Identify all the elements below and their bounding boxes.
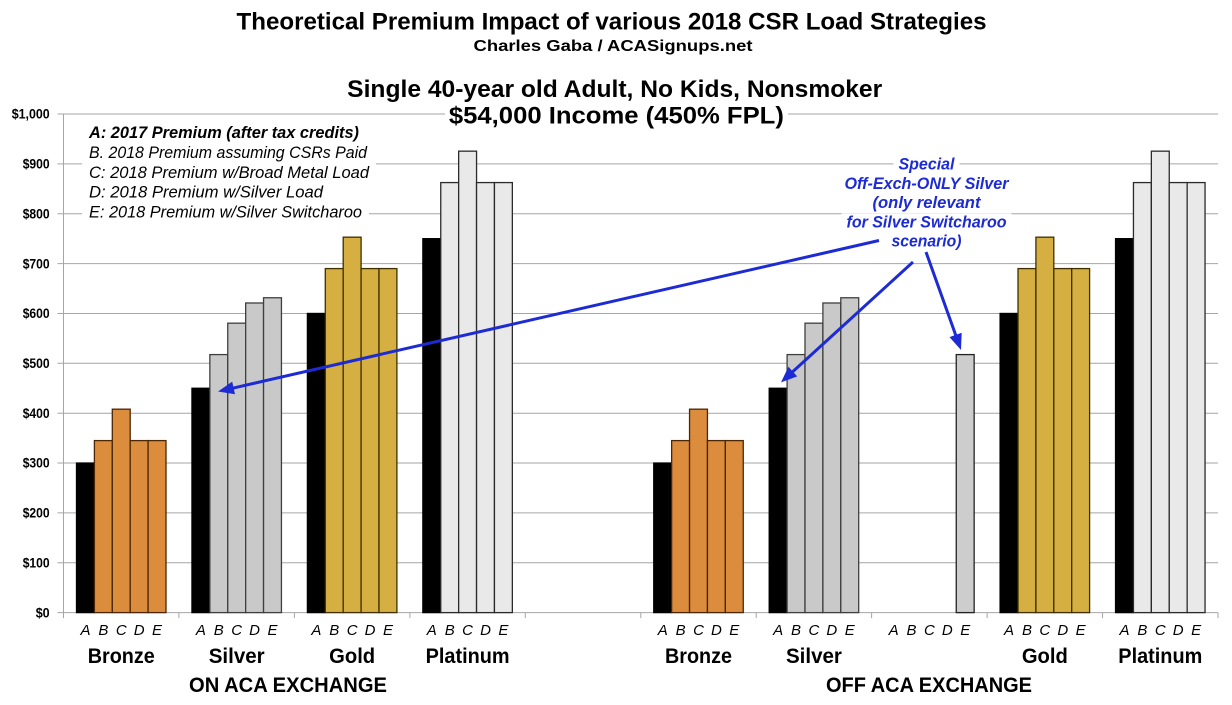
svg-text:E: E xyxy=(1076,622,1087,639)
svg-text:C: C xyxy=(1155,622,1166,639)
svg-text:$500: $500 xyxy=(23,356,50,371)
svg-text:B: B xyxy=(214,622,224,639)
svg-text:Off-Exch-ONLY Silver: Off-Exch-ONLY Silver xyxy=(845,175,1011,193)
svg-text:B. 2018 Premium assuming CSRs: B. 2018 Premium assuming CSRs Paid xyxy=(89,144,368,162)
svg-text:Single 40-year old Adult, No K: Single 40-year old Adult, No Kids, Nonsm… xyxy=(347,76,882,103)
svg-text:D: D xyxy=(826,622,837,639)
svg-text:D: D xyxy=(365,622,376,639)
svg-text:C: 2018 Premium w/Broad Metal: C: 2018 Premium w/Broad Metal Load xyxy=(89,164,370,182)
svg-text:D: D xyxy=(480,622,491,639)
svg-text:A: 2017 Premium (after tax cre: A: 2017 Premium (after tax credits) xyxy=(88,124,359,142)
svg-text:D: D xyxy=(249,622,260,639)
svg-text:Platinum: Platinum xyxy=(1118,645,1202,668)
svg-text:B: B xyxy=(676,622,686,639)
svg-text:$800: $800 xyxy=(23,206,50,221)
svg-text:B: B xyxy=(445,622,455,639)
svg-text:scenario): scenario) xyxy=(892,233,962,251)
svg-text:D: D xyxy=(134,622,145,639)
svg-text:A: A xyxy=(426,622,437,639)
svg-text:Bronze: Bronze xyxy=(88,645,155,668)
svg-text:C: C xyxy=(231,622,242,639)
svg-text:(only relevant: (only relevant xyxy=(873,194,983,212)
svg-text:D: D xyxy=(1173,622,1184,639)
svg-text:C: C xyxy=(924,622,935,639)
svg-text:$100: $100 xyxy=(23,555,50,570)
svg-text:$400: $400 xyxy=(23,406,50,421)
svg-text:A: A xyxy=(1003,622,1014,639)
svg-text:Silver: Silver xyxy=(786,645,842,668)
svg-text:for Silver Switcharoo: for Silver Switcharoo xyxy=(847,213,1007,231)
svg-text:C: C xyxy=(462,622,473,639)
svg-text:A: A xyxy=(888,622,899,639)
svg-text:E: E xyxy=(845,622,856,639)
svg-text:A: A xyxy=(310,622,321,639)
svg-text:C: C xyxy=(116,622,127,639)
svg-text:$700: $700 xyxy=(23,256,50,271)
svg-text:D: D xyxy=(942,622,953,639)
svg-text:A: A xyxy=(772,622,783,639)
svg-text:OFF ACA EXCHANGE: OFF ACA EXCHANGE xyxy=(826,674,1032,697)
svg-text:A: A xyxy=(1118,622,1129,639)
svg-text:Gold: Gold xyxy=(1022,645,1068,668)
svg-text:A: A xyxy=(657,622,668,639)
svg-text:B: B xyxy=(329,622,339,639)
svg-text:E: E xyxy=(267,622,278,639)
svg-text:Platinum: Platinum xyxy=(426,645,510,668)
svg-text:Gold: Gold xyxy=(329,645,375,668)
svg-text:E: E xyxy=(498,622,509,639)
svg-text:A: A xyxy=(79,622,90,639)
svg-text:B: B xyxy=(906,622,916,639)
svg-text:C: C xyxy=(1039,622,1050,639)
svg-text:D: D xyxy=(711,622,722,639)
svg-text:C: C xyxy=(809,622,820,639)
svg-text:$600: $600 xyxy=(23,306,50,321)
svg-text:B: B xyxy=(98,622,108,639)
svg-text:B: B xyxy=(1137,622,1147,639)
svg-text:$1,000: $1,000 xyxy=(12,107,50,122)
svg-text:$200: $200 xyxy=(23,506,50,521)
svg-text:A: A xyxy=(195,622,206,639)
svg-text:D: 2018 Premium w/Silver Load: D: 2018 Premium w/Silver Load xyxy=(89,184,324,202)
svg-text:C: C xyxy=(693,622,704,639)
svg-text:Silver: Silver xyxy=(209,645,265,668)
svg-text:E: E xyxy=(729,622,740,639)
svg-text:E: E xyxy=(152,622,163,639)
svg-text:$300: $300 xyxy=(23,456,50,471)
svg-text:Theoretical Premium Impact of: Theoretical Premium Impact of various 20… xyxy=(237,9,987,36)
svg-text:E: E xyxy=(1191,622,1202,639)
svg-text:B: B xyxy=(1022,622,1032,639)
svg-text:C: C xyxy=(347,622,358,639)
svg-text:D: D xyxy=(1057,622,1068,639)
svg-text:ON ACA EXCHANGE: ON ACA EXCHANGE xyxy=(189,674,387,697)
svg-text:Charles Gaba / ACASignups.net: Charles Gaba / ACASignups.net xyxy=(474,38,753,55)
svg-text:Bronze: Bronze xyxy=(665,645,732,668)
svg-text:E: 2018 Premium w/Silver Switc: E: 2018 Premium w/Silver Switcharoo xyxy=(89,204,362,222)
svg-text:E: E xyxy=(960,622,971,639)
svg-text:$0: $0 xyxy=(36,605,50,620)
svg-text:$900: $900 xyxy=(23,157,50,172)
svg-text:Special: Special xyxy=(899,156,955,174)
svg-text:B: B xyxy=(791,622,801,639)
svg-text:$54,000 Income (450% FPL): $54,000 Income (450% FPL) xyxy=(449,103,784,130)
svg-text:E: E xyxy=(383,622,394,639)
